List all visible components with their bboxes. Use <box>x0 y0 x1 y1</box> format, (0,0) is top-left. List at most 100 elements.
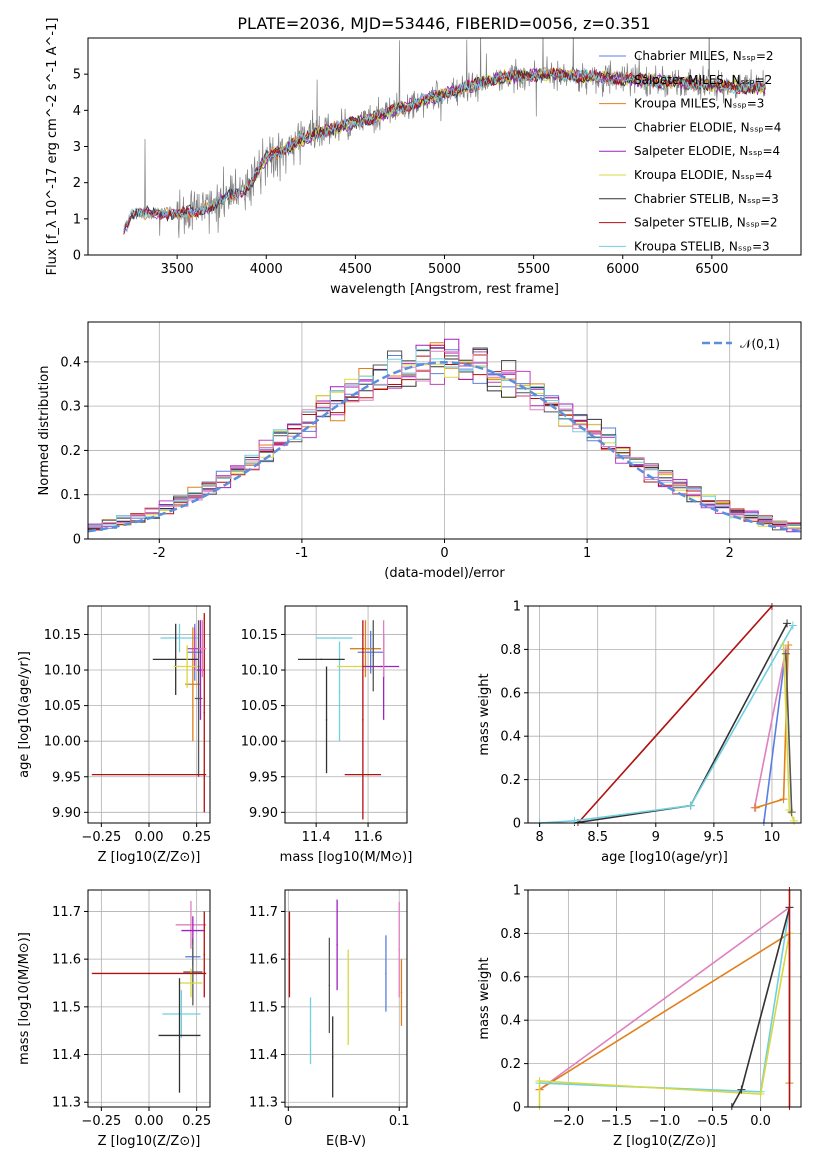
mass_vs_EBV-ytick-label: 11.5 <box>249 1000 278 1015</box>
weight_vs_age-xtick-label: 9.5 <box>704 830 725 845</box>
plus-marker <box>781 649 790 658</box>
model-spectrum-kroupa-stelib <box>123 67 766 232</box>
spectrum-xtick-label: 3500 <box>161 262 194 277</box>
data-point <box>203 711 206 714</box>
data-point <box>333 637 336 639</box>
legend-label: Chabrier MILES, Nₛₛₚ=2 <box>634 49 774 63</box>
plus-marker <box>787 808 796 817</box>
weight_vs_age-ytick-label: 1 <box>513 600 521 615</box>
weight_vs_Z-ytick-label: 0 <box>513 1101 521 1116</box>
mass-weight-line <box>577 605 773 824</box>
data-point <box>193 647 196 650</box>
weight_vs_Z-xtick-label: −0.5 <box>697 1114 729 1129</box>
mass-weight-line <box>763 649 787 824</box>
age_vs_mass-ytick-label: 9.90 <box>249 806 278 821</box>
mass_vs_EBV-xtick-label: 0.1 <box>389 1114 410 1129</box>
residual-histogram-salpeter-elodie <box>88 338 801 533</box>
plus-marker <box>686 801 695 810</box>
data-point <box>192 683 194 686</box>
spectrum-xtick-label: 4000 <box>250 262 283 277</box>
mass-weight-line <box>753 649 787 808</box>
weight_vs_age-ytick-label: 0.4 <box>500 730 521 745</box>
weight_vs_age-xtick-label: 8.5 <box>587 830 608 845</box>
age_vs_Z-ytick-label: 10.00 <box>44 735 81 750</box>
legend-label: Kroupa ELODIE, Nₛₛₚ=4 <box>634 168 772 182</box>
spectrum-ytick-label: 1 <box>73 212 81 227</box>
data-point <box>380 665 382 668</box>
legend-label: Salpeter ELODIE, Nₛₛₚ=4 <box>634 144 780 158</box>
spectrum-panel: 3500 4000 4500 5000 5500 6000 6500 0 1 2 3 4 5 wavele… <box>45 18 802 297</box>
mass-weight-line <box>538 933 791 1107</box>
data-point <box>328 984 331 987</box>
weight_vs_age-xtick-label: 8 <box>535 830 543 845</box>
data-point <box>180 1013 183 1015</box>
mass_vs_Z-ytick-label: 11.7 <box>52 905 81 920</box>
data-point <box>178 637 181 639</box>
residuals-ytick-label: 0.3 <box>60 400 81 415</box>
age_vs_Z-ytick-label: 10.05 <box>44 699 81 714</box>
weight_vs_age-ytick-label: 0.2 <box>500 773 521 788</box>
spectrum-xtick-label: 5500 <box>517 262 550 277</box>
spectrum-xlabel: wavelength [Angstrom, rest frame] <box>330 282 559 297</box>
plus-marker <box>756 1089 765 1098</box>
mass_vs_EBV-ytick-label: 11.6 <box>249 953 278 968</box>
weight_vs_Z-content <box>535 887 794 1110</box>
data-point <box>369 651 372 654</box>
plus-marker <box>788 621 797 630</box>
residuals-legend: 𝒩(0,1) <box>702 337 780 351</box>
data-point <box>338 690 341 693</box>
model-spectrum-kroupa-elodie <box>248 67 766 191</box>
residuals-ytick-label: 0.1 <box>60 488 81 503</box>
mass_vs_EBV-ytick-label: 11.3 <box>249 1096 278 1111</box>
weight_vs_Z-ytick-label: 0.6 <box>500 970 521 985</box>
mass_vs_Z-xlabel: Z [log10(Z/Z⊙)] <box>98 1134 201 1149</box>
mass_vs_EBV-ytick-label: 11.4 <box>249 1048 278 1063</box>
mass_vs_EBV-frame <box>284 889 408 1108</box>
age_vs_Z-ytick-label: 9.95 <box>52 770 81 785</box>
spectrum-legend: Chabrier MILES, Nₛₛₚ=2 Salpeter MILES, Nₛ… <box>599 49 781 253</box>
data-point <box>320 658 323 661</box>
data-point <box>385 972 387 975</box>
mass_vs_Z-ytick-label: 11.6 <box>52 953 81 968</box>
data-point <box>336 944 338 946</box>
weight_vs_Z-xtick-label: −2.0 <box>553 1114 585 1129</box>
legend-label: 𝒩(0,1) <box>740 337 780 351</box>
mass_vs_Z-panel: −0.25 0.00 0.25 11.3 11.4 11.5 11.6 11.7 Z [log1… <box>17 889 211 1149</box>
data-point <box>190 982 192 984</box>
data-point <box>203 953 206 956</box>
mass_vs_Z-xtick-label: 0.00 <box>135 1114 164 1129</box>
residuals-xtick-label: -2 <box>153 546 166 561</box>
age_vs_mass-ytick-label: 10.10 <box>241 664 278 679</box>
age_vs_Z-ytick-label: 10.10 <box>44 664 81 679</box>
mass_vs_Z-xtick-label: −0.25 <box>81 1114 121 1129</box>
spectrum-xtick-label: 5000 <box>428 262 461 277</box>
residuals-content <box>88 338 801 533</box>
age_vs_Z-content <box>91 613 207 813</box>
weight_vs_Z-ylabel: mass weight <box>477 957 492 1039</box>
weight_vs_age-xlabel: age [log10(age/yr)] <box>601 850 728 865</box>
plus-marker <box>751 803 760 812</box>
data-point <box>174 658 177 661</box>
mass_vs_Z-ytick-label: 11.5 <box>52 1000 81 1015</box>
spectrum-xtick-label: 6000 <box>606 262 639 277</box>
plus-marker <box>783 619 792 628</box>
spectrum-ytick-label: 3 <box>73 140 81 155</box>
spectrum-ytick-label: 0 <box>73 249 81 264</box>
weight_vs_age-xtick-label: 10 <box>764 830 781 845</box>
weight_vs_Z-ytick-label: 1 <box>513 884 521 899</box>
spectrum-xtick-label: 4500 <box>339 262 372 277</box>
residual-histogram-salpeter-stelib <box>88 344 801 530</box>
legend-label: Salpeter STELIB, Nₛₛₚ=2 <box>634 216 778 230</box>
mass_vs_EBV-panel: 0 0.1 11.3 11.4 11.5 11.6 11.7 E(B-V) <box>249 889 410 1149</box>
residuals-xtick-label: 1 <box>583 546 591 561</box>
weight_vs_Z-ytick-label: 0.4 <box>500 1014 521 1029</box>
data-point <box>372 655 375 657</box>
residuals-panel: -2 -1 0 1 2 0 0.1 0.2 0.3 0.4 (data-model)/error No… <box>37 321 802 581</box>
data-point <box>347 996 350 999</box>
legend-label: Chabrier STELIB, Nₛₛₚ=3 <box>634 192 779 206</box>
age_vs_mass-ytick-label: 10.15 <box>241 628 278 643</box>
mass_vs_EBV-xtick-label: 0 <box>284 1114 292 1129</box>
data-point <box>148 773 150 776</box>
weight_vs_age-frame <box>527 605 802 824</box>
